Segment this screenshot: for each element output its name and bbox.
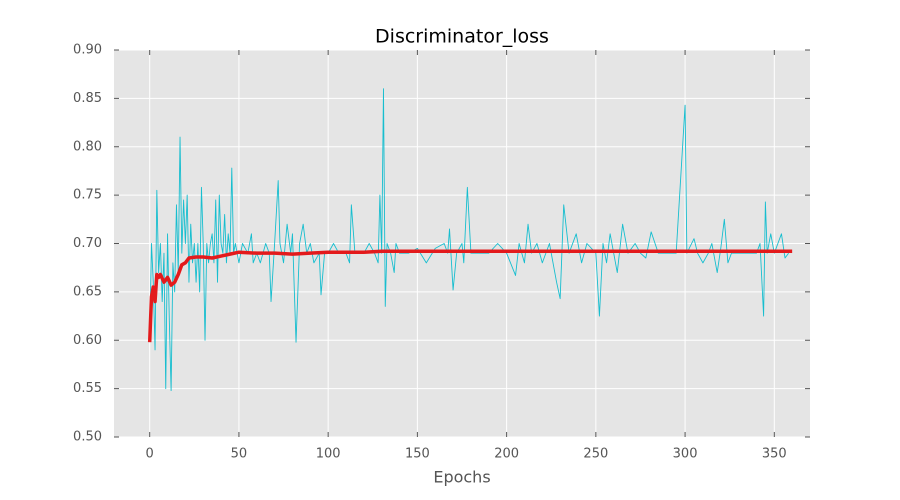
x-tick-label: 250 (583, 447, 608, 462)
y-tick-label: 0.65 (73, 284, 102, 299)
x-axis-label: Epochs (433, 468, 490, 487)
y-tick-label: 0.70 (73, 236, 102, 251)
y-tick-label: 0.75 (73, 188, 102, 203)
y-tick-label: 0.50 (73, 430, 102, 445)
data-line (149, 88, 789, 392)
y-tick-label: 0.90 (73, 43, 102, 58)
x-tick-label: 350 (762, 447, 787, 462)
y-tick-label: 0.55 (73, 381, 102, 396)
x-tick-label: 150 (405, 447, 430, 462)
x-tick-label: 50 (231, 447, 248, 462)
x-tick-label: 300 (673, 447, 698, 462)
y-tick-label: 0.60 (73, 333, 102, 348)
chart-title: Discriminator_loss (375, 26, 549, 48)
x-tick-label: 0 (146, 447, 154, 462)
data-line (147, 249, 793, 343)
y-tick-label: 0.85 (73, 91, 102, 106)
x-tick-label: 200 (494, 447, 519, 462)
y-tick-label: 0.80 (73, 139, 102, 154)
x-tick-label: 100 (316, 447, 341, 462)
